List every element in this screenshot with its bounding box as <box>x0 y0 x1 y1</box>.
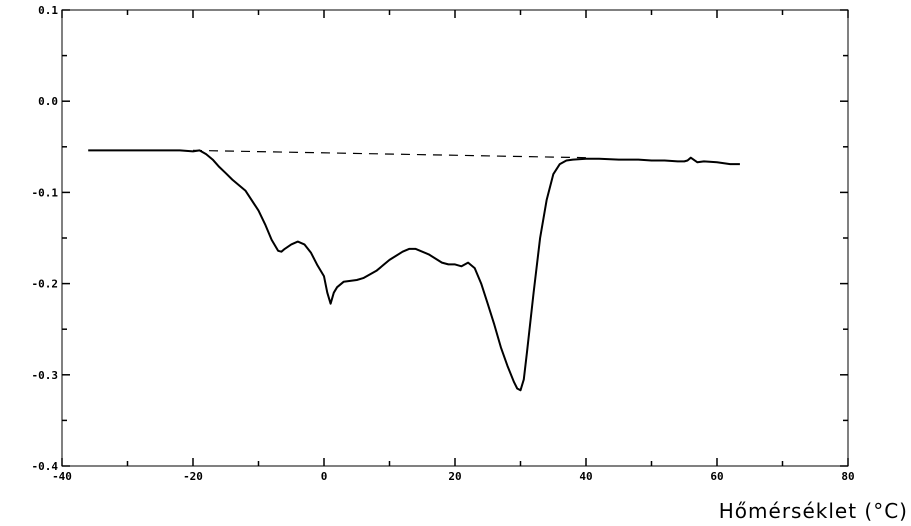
plot-frame <box>61 9 849 467</box>
x-tick-label: 20 <box>448 470 461 483</box>
y-tick-label: 0.0 <box>38 95 58 108</box>
x-tick-label: 0 <box>321 470 328 483</box>
x-tick-label: 80 <box>841 470 854 483</box>
y-tick-label: 0.1 <box>38 4 58 17</box>
series-group <box>88 149 740 392</box>
baseline-dashed-line <box>192 149 587 159</box>
x-axis-label: Hőmérséklet (°C) <box>719 499 908 523</box>
dsc-curve-line <box>88 149 740 392</box>
y-tick-label: -0.3 <box>32 369 59 382</box>
x-axis-ticks: -40 -20 0 20 40 60 80 <box>52 10 855 483</box>
y-tick-label: -0.1 <box>32 186 59 199</box>
x-tick-label: 60 <box>710 470 723 483</box>
x-tick-label: 40 <box>579 470 592 483</box>
y-tick-label: -0.2 <box>32 278 59 291</box>
x-tick-label: -20 <box>183 470 203 483</box>
x-tick-label: -40 <box>52 470 72 483</box>
y-tick-label: -0.4 <box>32 460 59 473</box>
y-axis-ticks: 0.1 0.0 -0.1 -0.2 -0.3 -0.4 <box>32 4 848 473</box>
